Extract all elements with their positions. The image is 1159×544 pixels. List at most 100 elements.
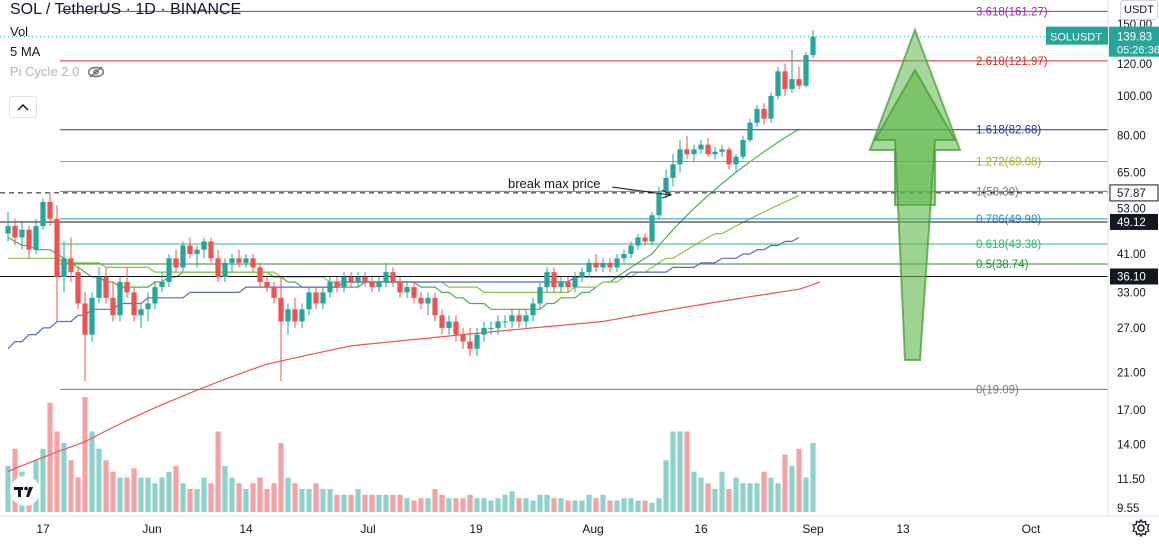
candle-body[interactable] — [775, 71, 781, 97]
candle-body[interactable] — [621, 253, 627, 259]
candle-body[interactable] — [348, 276, 354, 282]
candle-body[interactable] — [719, 149, 725, 152]
candle-body[interactable] — [425, 297, 431, 304]
candle-body[interactable] — [166, 258, 172, 282]
candle-body[interactable] — [404, 287, 410, 293]
candle-body[interactable] — [782, 71, 788, 90]
candle-body[interactable] — [810, 36, 816, 56]
candle-body[interactable] — [341, 276, 347, 288]
candle-body[interactable] — [362, 276, 368, 282]
indicator-vol[interactable]: Vol — [10, 22, 241, 42]
candle-body[interactable] — [579, 272, 585, 277]
candle-body[interactable] — [250, 258, 256, 268]
candle-body[interactable] — [103, 276, 109, 298]
candle-body[interactable] — [285, 309, 291, 322]
candle-body[interactable] — [33, 226, 39, 250]
time-axis-bg[interactable] — [0, 516, 1108, 544]
candle-body[interactable] — [236, 258, 242, 263]
collapse-legend-button[interactable] — [9, 96, 37, 118]
candle-body[interactable] — [229, 258, 235, 263]
candle-body[interactable] — [572, 276, 578, 288]
candle-body[interactable] — [537, 287, 543, 304]
symbol-title[interactable]: SOL / TetherUS · 1D · BINANCE — [10, 0, 241, 22]
candle-body[interactable] — [502, 321, 508, 323]
candle-body[interactable] — [313, 292, 319, 304]
candle-body[interactable] — [152, 287, 158, 304]
candle-body[interactable] — [614, 258, 620, 268]
tradingview-logo-icon[interactable] — [10, 476, 40, 506]
candle-body[interactable] — [796, 79, 802, 86]
candle-body[interactable] — [432, 297, 438, 316]
candle-body[interactable] — [201, 241, 207, 250]
candle-body[interactable] — [558, 281, 564, 288]
candle-body[interactable] — [705, 144, 711, 155]
candle-body[interactable] — [19, 229, 25, 238]
candle-body[interactable] — [187, 245, 193, 254]
candle-body[interactable] — [299, 309, 305, 322]
candle-body[interactable] — [439, 315, 445, 328]
candle-body[interactable] — [530, 303, 536, 316]
candle-body[interactable] — [355, 276, 361, 282]
candle-body[interactable] — [292, 309, 298, 322]
candle-body[interactable] — [257, 267, 263, 282]
candle-body[interactable] — [488, 327, 494, 329]
candle-body[interactable] — [376, 281, 382, 288]
candle-body[interactable] — [586, 262, 592, 273]
candle-body[interactable] — [733, 156, 739, 165]
candle-body[interactable] — [390, 272, 396, 282]
candle-body[interactable] — [565, 281, 571, 288]
candle-body[interactable] — [264, 281, 270, 288]
candle-body[interactable] — [320, 292, 326, 304]
candle-body[interactable] — [180, 245, 186, 268]
candle-body[interactable] — [726, 149, 732, 165]
candle-body[interactable] — [12, 226, 18, 238]
candle-body[interactable] — [509, 315, 515, 322]
candle-body[interactable] — [684, 149, 690, 155]
candle-body[interactable] — [124, 281, 130, 293]
candle-body[interactable] — [642, 237, 648, 242]
candle-body[interactable] — [173, 258, 179, 268]
eye-hidden-icon[interactable] — [87, 66, 105, 78]
candle-body[interactable] — [369, 281, 375, 288]
candle-body[interactable] — [89, 297, 95, 335]
indicator-pi-cycle[interactable]: Pi Cycle 2.0 — [10, 62, 241, 82]
candle-body[interactable] — [96, 276, 102, 298]
candle-body[interactable] — [75, 272, 81, 304]
candle-body[interactable] — [691, 149, 697, 155]
candle-body[interactable] — [761, 108, 767, 119]
gear-icon[interactable] — [1131, 518, 1151, 538]
candle-body[interactable] — [607, 262, 613, 268]
candle-body[interactable] — [670, 164, 676, 178]
candle-body[interactable] — [754, 108, 760, 123]
candle-body[interactable] — [523, 315, 529, 322]
candle-body[interactable] — [446, 321, 452, 328]
candle-body[interactable] — [110, 297, 116, 316]
candle-body[interactable] — [61, 258, 67, 277]
candle-body[interactable] — [271, 287, 277, 298]
candle-body[interactable] — [397, 281, 403, 293]
break-max-price-note[interactable]: break max price — [508, 176, 600, 191]
candle-body[interactable] — [117, 281, 123, 316]
candle-body[interactable] — [663, 177, 669, 193]
candle-body[interactable] — [334, 281, 340, 288]
candle-body[interactable] — [306, 292, 312, 310]
candle-body[interactable] — [551, 272, 557, 288]
candle-body[interactable] — [747, 122, 753, 141]
price-unit-label[interactable]: USDT — [1120, 0, 1158, 20]
candle-body[interactable] — [418, 297, 424, 304]
candle-body[interactable] — [740, 140, 746, 157]
candle-body[interactable] — [194, 249, 200, 254]
candle-body[interactable] — [215, 258, 221, 277]
indicator-ma[interactable]: 5 MA — [10, 42, 241, 62]
candle-body[interactable] — [677, 149, 683, 165]
candle-body[interactable] — [698, 144, 704, 150]
candle-body[interactable] — [656, 192, 662, 216]
candle-body[interactable] — [803, 55, 809, 86]
candle-body[interactable] — [68, 258, 74, 273]
candle-body[interactable] — [628, 245, 634, 254]
candle-body[interactable] — [47, 201, 53, 219]
candle-body[interactable] — [789, 79, 795, 90]
candle-body[interactable] — [460, 334, 466, 342]
